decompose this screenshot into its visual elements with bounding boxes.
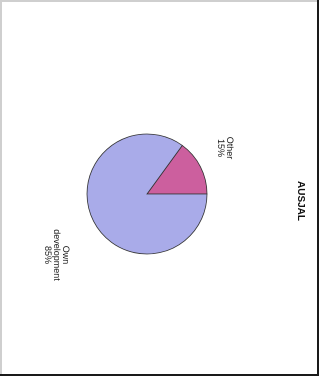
other-label: Other (225, 137, 235, 160)
own-development-label-line1: Own (61, 246, 71, 265)
chart-title: AUSJAL (295, 181, 306, 221)
pie-slice-own-development (86, 133, 208, 255)
pie-slice-other (146, 144, 208, 195)
pie-slices (86, 133, 208, 255)
slice-label-other: Other 15% (216, 137, 235, 160)
frame-top-edge (0, 0, 319, 2)
own-development-label-line2: development (52, 229, 62, 281)
frame-left-edge (0, 0, 2, 376)
slice-label-own-development: Own development 85% (43, 229, 71, 281)
chart-frame (0, 0, 319, 376)
own-development-value-label: 85% (43, 246, 53, 264)
other-value-label: 15% (216, 139, 226, 157)
